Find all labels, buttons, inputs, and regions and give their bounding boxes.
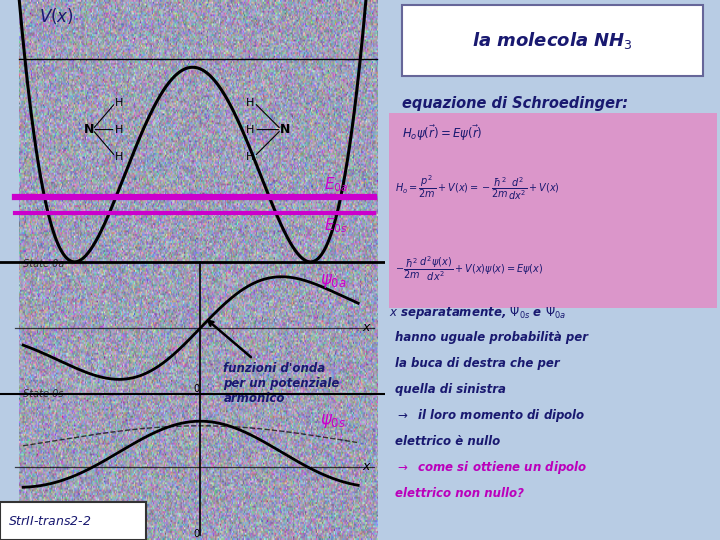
Text: H: H	[115, 125, 124, 134]
Text: H: H	[246, 152, 255, 161]
Text: $H_o\psi(\vec{r}) = E\psi(\vec{r})$: $H_o\psi(\vec{r}) = E\psi(\vec{r})$	[402, 124, 482, 143]
Text: H: H	[246, 125, 255, 134]
Text: $0$: $0$	[193, 527, 200, 539]
Text: State 0s: State 0s	[23, 389, 63, 399]
Text: $E_{0a}$: $E_{0a}$	[323, 175, 348, 194]
Text: la molecola NH$_3$: la molecola NH$_3$	[472, 30, 633, 51]
Bar	[0, 502, 146, 540]
Text: $\rightarrow$  come si ottiene un dipolo: $\rightarrow$ come si ottiene un dipolo	[395, 459, 588, 476]
Text: funzioni d'onda
per un potenziale
armonico: funzioni d'onda per un potenziale armoni…	[208, 321, 340, 405]
Text: quella di sinistra: quella di sinistra	[395, 383, 506, 396]
Text: $\rightarrow$  il loro momento di dipolo: $\rightarrow$ il loro momento di dipolo	[395, 407, 586, 424]
Text: $x$: $x$	[362, 321, 372, 334]
Text: $0$: $0$	[193, 381, 200, 394]
FancyBboxPatch shape	[402, 5, 703, 76]
Text: la buca di destra che per: la buca di destra che per	[395, 357, 560, 370]
Text: $x$: $x$	[362, 460, 372, 473]
Text: State 0a: State 0a	[23, 259, 65, 269]
Text: elettrico è nullo: elettrico è nullo	[395, 435, 500, 448]
FancyBboxPatch shape	[389, 113, 716, 308]
Text: $-\dfrac{\hbar^2}{2m}\dfrac{d^2\psi(x)}{dx^2}+V(x)\psi(x)=E\psi(x)$: $-\dfrac{\hbar^2}{2m}\dfrac{d^2\psi(x)}{…	[395, 254, 544, 283]
Text: N: N	[84, 123, 94, 136]
Text: elettrico non nullo?: elettrico non nullo?	[395, 487, 524, 500]
Text: N: N	[280, 123, 290, 136]
Text: hanno uguale probabilità per: hanno uguale probabilità per	[395, 331, 588, 345]
Text: $\psi_{0s}$: $\psi_{0s}$	[320, 412, 346, 430]
Text: $V(x)$: $V(x)$	[39, 5, 73, 25]
Text: Str$\mathit{II}$-trans2-2: Str$\mathit{II}$-trans2-2	[8, 515, 91, 528]
Text: $\psi_{0a}$: $\psi_{0a}$	[320, 272, 346, 289]
Text: $E_{0s}$: $E_{0s}$	[323, 217, 347, 235]
Text: equazione di Schroedinger:: equazione di Schroedinger:	[402, 96, 628, 111]
Text: H: H	[115, 152, 124, 161]
Text: H: H	[115, 98, 124, 107]
Text: $x$ separatamente, $\Psi_{0s}$ e $\Psi_{0a}$: $x$ separatamente, $\Psi_{0s}$ e $\Psi_{…	[389, 305, 566, 321]
Text: $H_o = \dfrac{p^2}{2m}+V(x)= -\dfrac{\hbar^2}{2m}\dfrac{d^2}{dx^2}+V(x)$: $H_o = \dfrac{p^2}{2m}+V(x)= -\dfrac{\hb…	[395, 173, 560, 202]
Text: H: H	[246, 98, 255, 107]
